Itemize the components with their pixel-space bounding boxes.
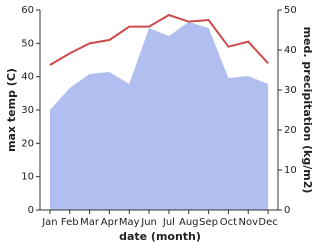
x-tick-label: Apr [101, 217, 119, 228]
temperature-line [49, 13, 269, 66]
x-tick-label: Aug [179, 217, 199, 228]
x-tick-label: Sep [199, 217, 218, 228]
y2-tick-label: 20 [284, 125, 297, 136]
x-tick-label: Feb [61, 217, 79, 228]
y-tick-label: 50 [21, 38, 34, 49]
y2-axis-title: med. precipitation (kg/m2) [301, 27, 314, 194]
x-tick-label: Oct [220, 217, 237, 228]
y-tick-label: 60 [21, 5, 34, 16]
x-tick-label: Dec [258, 217, 277, 228]
y-tick-label: 0 [28, 205, 34, 216]
x-tick-label: Nov [238, 217, 258, 228]
y-tick-label: 10 [21, 172, 34, 183]
y-tick-label: 30 [21, 105, 34, 116]
y2-tick-label: 10 [284, 165, 297, 176]
y-axis-title: max temp (C) [5, 68, 18, 152]
y2-tick-label: 0 [284, 205, 290, 216]
y2-tick-label: 50 [284, 5, 297, 16]
x-tick-label: May [119, 217, 140, 228]
y-tick-label: 40 [21, 72, 34, 83]
precipitation-area [49, 22, 269, 210]
x-tick-label: Mar [80, 217, 100, 228]
x-tick-label: Jan [41, 217, 57, 228]
x-tick-label: Jul [162, 217, 175, 228]
x-axis-title: date (month) [119, 230, 201, 243]
y-tick-label: 20 [21, 138, 34, 149]
y2-tick-label: 40 [284, 45, 297, 56]
x-tick-label: Jun [140, 217, 157, 228]
y2-tick-label: 30 [284, 85, 297, 96]
